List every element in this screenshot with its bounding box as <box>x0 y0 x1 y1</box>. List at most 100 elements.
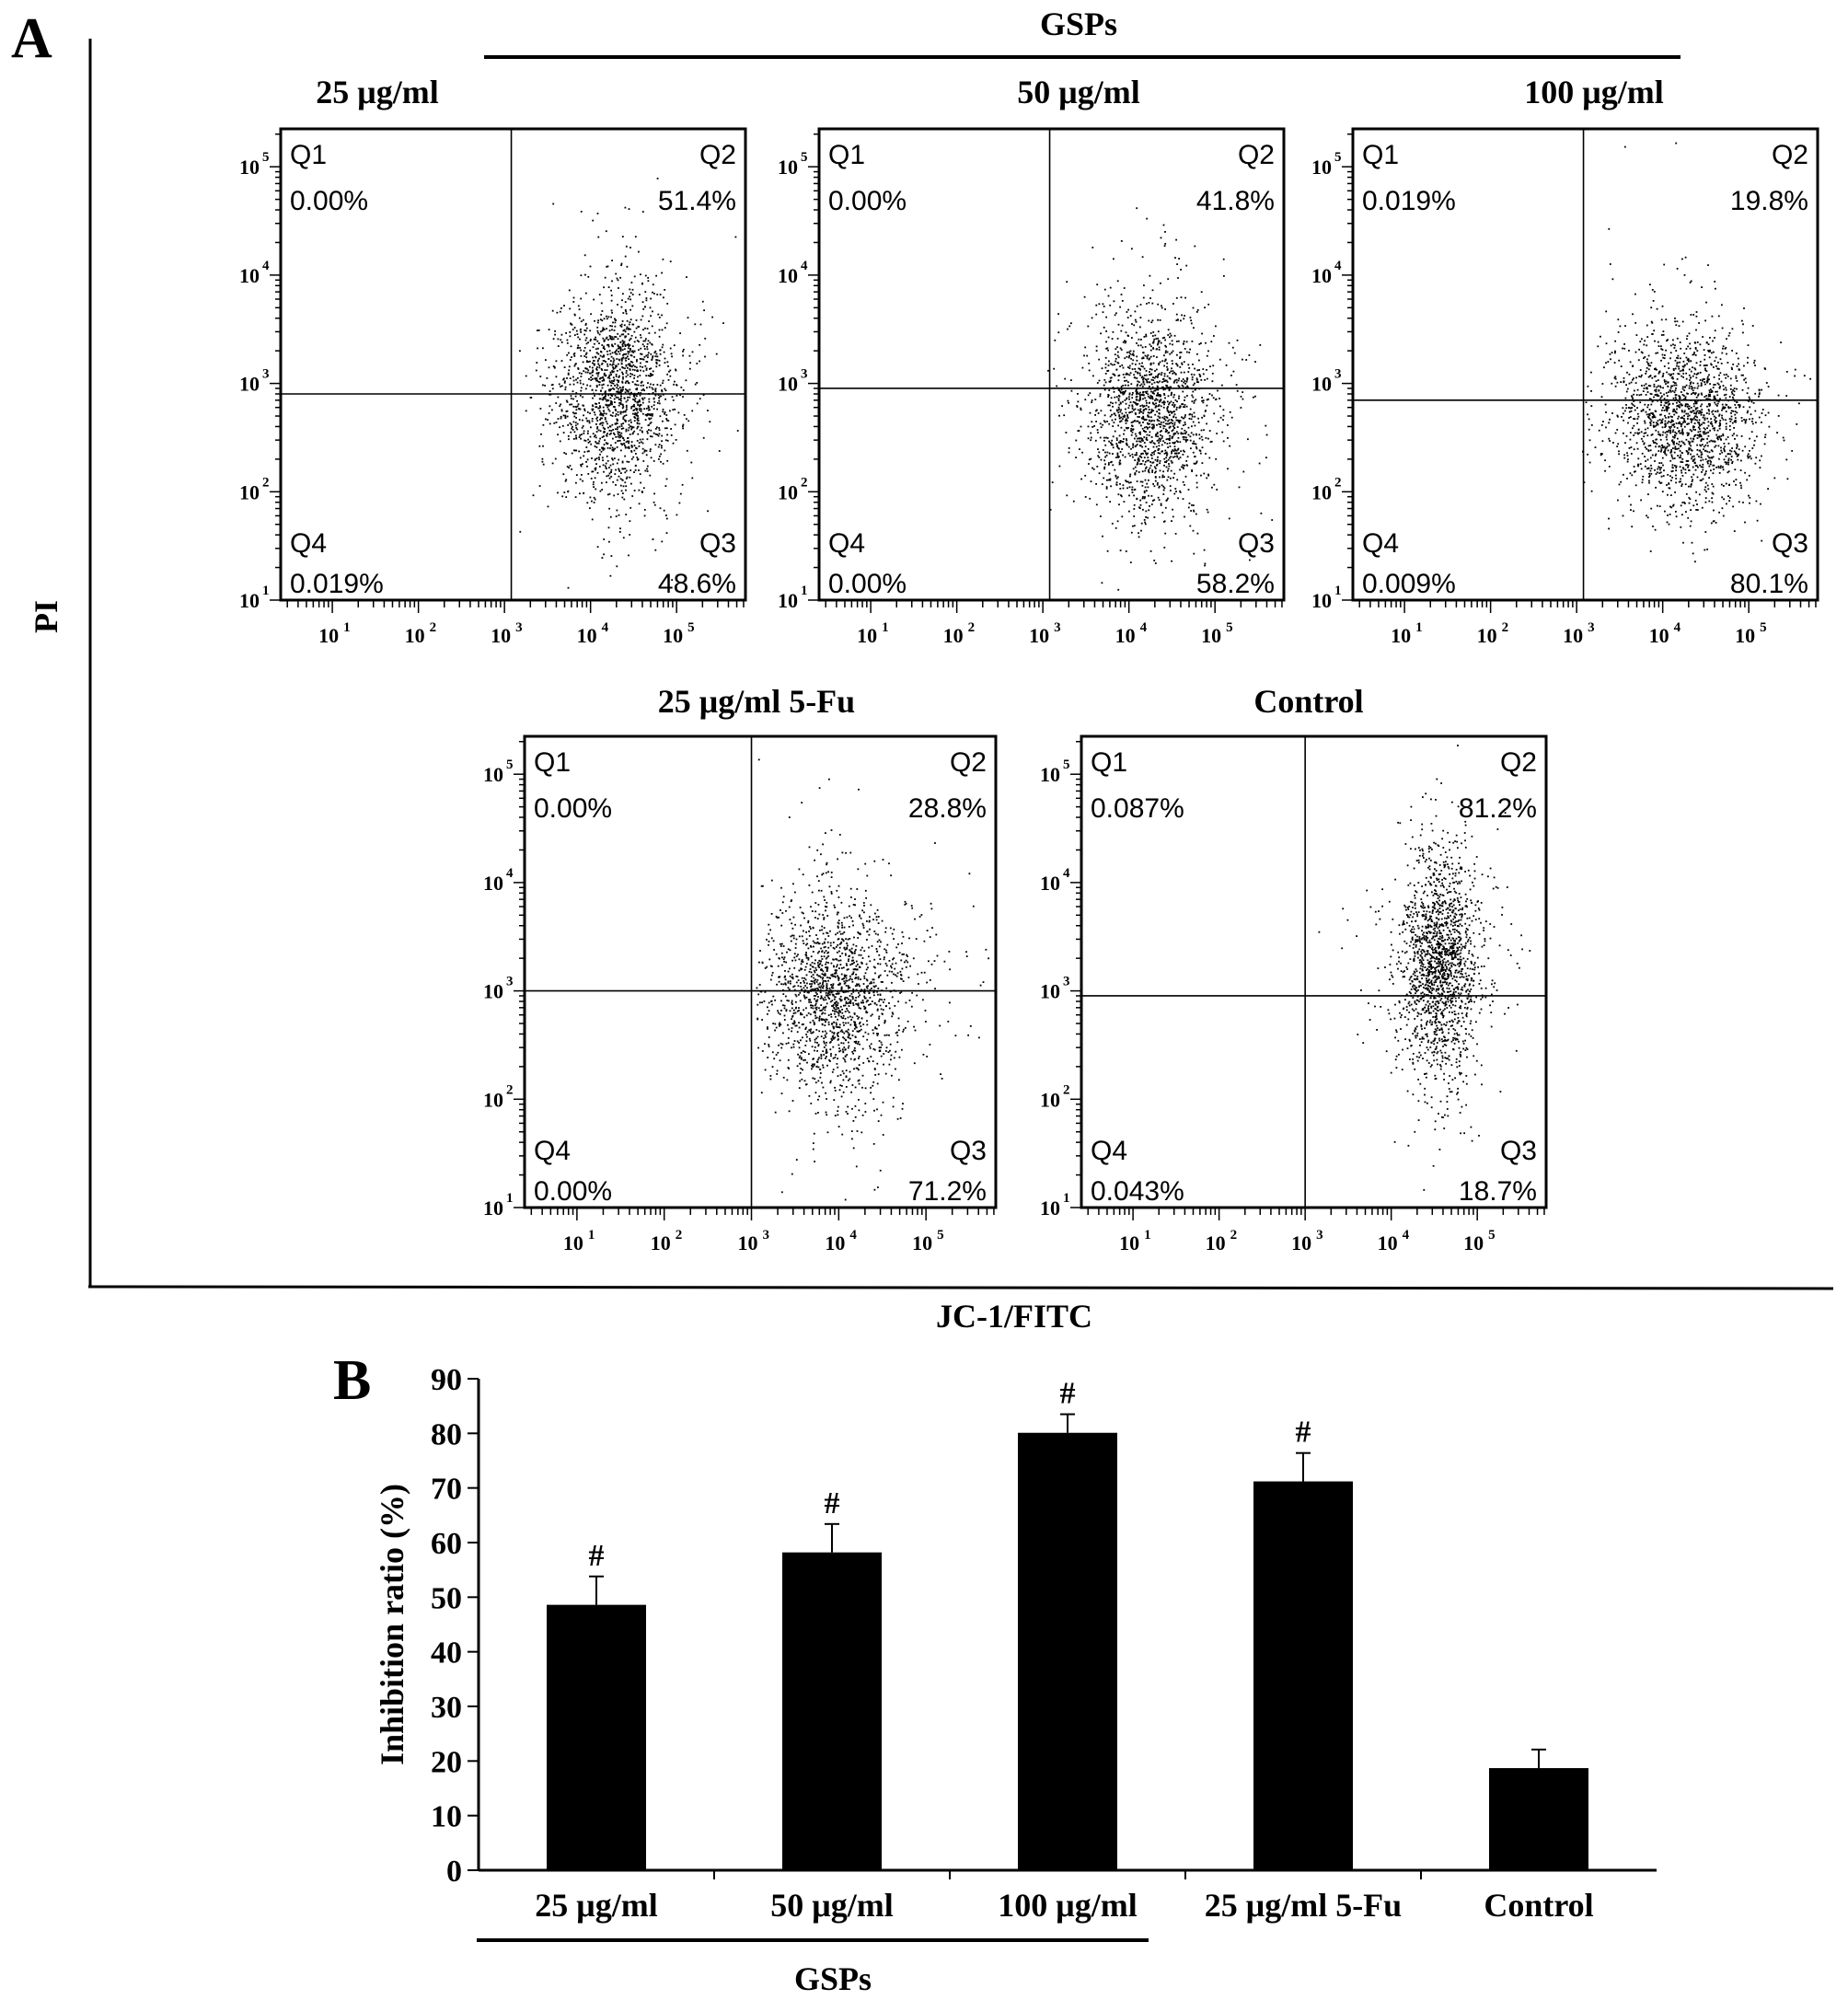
event-dot <box>625 372 628 374</box>
event-dot <box>593 496 595 499</box>
event-dot <box>580 376 583 377</box>
event-dot <box>616 422 618 424</box>
x-tick-exponent: 2 <box>430 620 437 635</box>
event-dot <box>1172 410 1175 412</box>
event-dot <box>1221 384 1223 387</box>
event-dot <box>1128 393 1131 396</box>
event-dot <box>1727 459 1730 462</box>
event-dot <box>1118 456 1120 458</box>
event-dot <box>626 265 629 268</box>
event-dot <box>1722 347 1724 350</box>
event-dot <box>641 399 644 401</box>
event-dot <box>1719 467 1722 469</box>
event-dot <box>1715 287 1716 290</box>
event-dot <box>572 383 575 386</box>
event-dot <box>1647 354 1650 357</box>
event-dot <box>584 440 587 442</box>
event-dot <box>1122 454 1124 457</box>
event-dot <box>1103 326 1105 329</box>
event-dot <box>559 426 560 429</box>
event-dot <box>641 442 644 445</box>
event-dot <box>1141 497 1144 500</box>
event-dot <box>602 329 604 331</box>
event-dot <box>1139 374 1141 376</box>
event-dot <box>1722 408 1725 410</box>
event-dot <box>631 361 634 364</box>
event-dot <box>1157 448 1160 450</box>
event-dot <box>1688 360 1690 363</box>
event-dot <box>640 481 641 484</box>
event-dot <box>607 343 610 346</box>
event-dot <box>1175 341 1178 342</box>
event-dot <box>1090 480 1092 482</box>
event-dot <box>1163 418 1166 420</box>
event-dot <box>715 353 718 355</box>
event-dot <box>1076 405 1079 407</box>
event-dot <box>603 435 605 437</box>
event-dot <box>572 411 574 414</box>
event-dot <box>1696 410 1699 412</box>
event-dot <box>1727 457 1730 460</box>
event-dot <box>1153 485 1156 488</box>
event-dot <box>606 350 608 353</box>
event-dot <box>629 534 631 536</box>
event-dot <box>1103 436 1105 439</box>
event-dot <box>1671 416 1673 418</box>
event-dot <box>639 409 641 411</box>
event-dot <box>1614 385 1617 387</box>
event-dot <box>634 336 637 339</box>
event-dot <box>1155 338 1158 340</box>
event-dot <box>1674 410 1677 412</box>
event-dot <box>1634 470 1636 473</box>
event-dot <box>679 492 682 495</box>
event-dot <box>1645 410 1647 413</box>
event-dot <box>1148 509 1150 512</box>
y-tick-exponent: 3 <box>801 367 808 382</box>
event-dot <box>606 265 608 268</box>
event-dot <box>647 356 649 359</box>
event-dot <box>1136 385 1138 387</box>
event-dot <box>1732 410 1735 412</box>
event-dot <box>1649 283 1651 286</box>
event-dot <box>1134 310 1137 313</box>
event-dot <box>625 245 628 248</box>
event-dot <box>1711 450 1714 453</box>
event-dot <box>1722 406 1725 409</box>
event-dot <box>1145 419 1148 421</box>
event-dot <box>631 495 634 497</box>
event-dot <box>1114 353 1116 356</box>
event-dot <box>1675 515 1678 518</box>
event-dot <box>609 364 611 365</box>
event-dot <box>1767 411 1770 414</box>
event-dot <box>1175 313 1178 316</box>
event-dot <box>1136 377 1138 379</box>
event-dot <box>1649 375 1651 377</box>
event-dot <box>1734 438 1736 440</box>
event-dot <box>1734 451 1737 454</box>
event-dot <box>652 370 654 373</box>
event-dot <box>551 387 554 390</box>
event-dot <box>596 352 598 354</box>
event-dot <box>1100 332 1102 335</box>
event-dot <box>1614 350 1616 353</box>
event-dot <box>1152 340 1155 342</box>
event-dot <box>1151 461 1154 464</box>
flow-plot-3: 100 μg/mlQ10.019%Q219.8%Q380.1%Q40.009%1… <box>1311 74 1819 647</box>
event-dot <box>1683 425 1686 428</box>
event-dot <box>1163 403 1165 406</box>
event-dot <box>1183 417 1185 420</box>
event-dot <box>657 434 660 437</box>
event-dot <box>1653 376 1656 378</box>
event-dot <box>1173 472 1176 475</box>
event-dot <box>639 400 641 403</box>
event-dot <box>1110 363 1112 365</box>
event-dot <box>620 323 623 326</box>
event-dot <box>1136 393 1138 396</box>
event-dot <box>633 341 636 343</box>
event-dot <box>1142 352 1145 354</box>
event-dot <box>650 413 652 416</box>
event-dot <box>1147 354 1149 356</box>
event-dot <box>682 396 684 398</box>
event-dot <box>583 430 585 433</box>
event-dot <box>1171 393 1172 395</box>
